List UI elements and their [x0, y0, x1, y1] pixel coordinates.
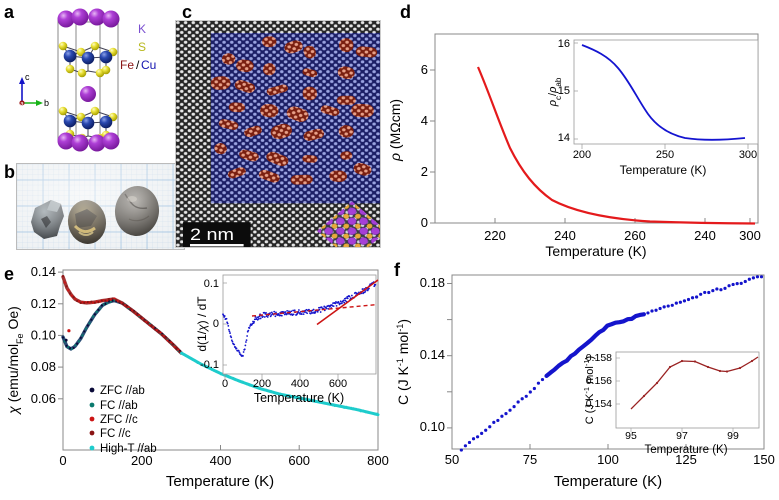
svg-text:0: 0: [421, 215, 428, 230]
svg-text:0.10: 0.10: [31, 327, 56, 342]
svg-text:2: 2: [421, 164, 428, 179]
svg-text:220: 220: [484, 228, 506, 243]
svg-text:100: 100: [597, 452, 619, 467]
svg-text:χ (emu/molFe Oe): χ (emu/molFe Oe): [5, 306, 25, 416]
svg-text:0: 0: [59, 453, 66, 468]
svg-text:ρ (MΩcm): ρ (MΩcm): [387, 99, 403, 162]
svg-text:c: c: [25, 72, 30, 82]
svg-text:High-T //ab: High-T //ab: [100, 443, 157, 455]
svg-text:C (J K-1 mol-1): C (J K-1 mol-1): [582, 356, 597, 424]
svg-text:FC //ab: FC //ab: [100, 400, 138, 412]
svg-text:-0.1: -0.1: [200, 359, 219, 371]
svg-text:150: 150: [753, 452, 775, 467]
svg-text:800: 800: [367, 453, 389, 468]
svg-text:14: 14: [558, 132, 570, 144]
svg-text:250: 250: [656, 149, 674, 161]
svg-text:b: b: [44, 98, 49, 108]
svg-text:300: 300: [739, 149, 757, 161]
svg-text:Fe: Fe: [120, 58, 134, 72]
svg-text:0.10: 0.10: [420, 419, 445, 434]
svg-text:400: 400: [210, 453, 232, 468]
svg-text:2 nm: 2 nm: [190, 224, 234, 243]
svg-text:0.14: 0.14: [420, 347, 445, 362]
svg-text:50: 50: [445, 452, 459, 467]
svg-text:0: 0: [213, 318, 219, 330]
svg-text:200: 200: [131, 453, 153, 468]
svg-text:C (J K-1 mol-1): C (J K-1 mol-1): [395, 319, 411, 405]
svg-text:0.18: 0.18: [420, 275, 445, 290]
svg-text:Cu: Cu: [141, 58, 156, 72]
svg-text:4: 4: [421, 113, 428, 128]
svg-text:Temperature (K): Temperature (K): [644, 444, 727, 456]
svg-text:300: 300: [739, 228, 761, 243]
svg-text:ZFC //c: ZFC //c: [100, 414, 138, 426]
svg-text:0.12: 0.12: [31, 296, 56, 311]
svg-text:FC //c: FC //c: [100, 428, 131, 440]
svg-text:240: 240: [694, 228, 716, 243]
svg-text:16: 16: [558, 38, 570, 50]
svg-text:/: /: [136, 58, 140, 72]
svg-text:ZFC //ab: ZFC //ab: [100, 385, 145, 397]
svg-text:S: S: [138, 40, 146, 54]
svg-text:600: 600: [329, 378, 347, 390]
svg-text:600: 600: [288, 453, 310, 468]
svg-text:0.06: 0.06: [31, 391, 56, 406]
svg-text:240: 240: [554, 228, 576, 243]
svg-text:Temperature (K): Temperature (K): [254, 391, 344, 405]
svg-text:0.1: 0.1: [204, 278, 219, 290]
svg-text:Temperature (K): Temperature (K): [620, 163, 707, 177]
svg-text:0.14: 0.14: [31, 264, 56, 279]
svg-text:400: 400: [291, 378, 309, 390]
svg-text:Temperature (K): Temperature (K): [554, 473, 662, 490]
svg-text:d(1/χ) / dT: d(1/χ) / dT: [195, 296, 209, 352]
svg-text:Temperature (K): Temperature (K): [166, 473, 274, 490]
svg-text:0.08: 0.08: [31, 359, 56, 374]
svg-text:75: 75: [523, 452, 537, 467]
svg-text:6: 6: [421, 62, 428, 77]
svg-text:K: K: [138, 22, 146, 36]
svg-text:200: 200: [573, 149, 591, 161]
svg-text:0: 0: [222, 378, 228, 390]
svg-text:200: 200: [253, 378, 271, 390]
svg-text:260: 260: [624, 228, 646, 243]
